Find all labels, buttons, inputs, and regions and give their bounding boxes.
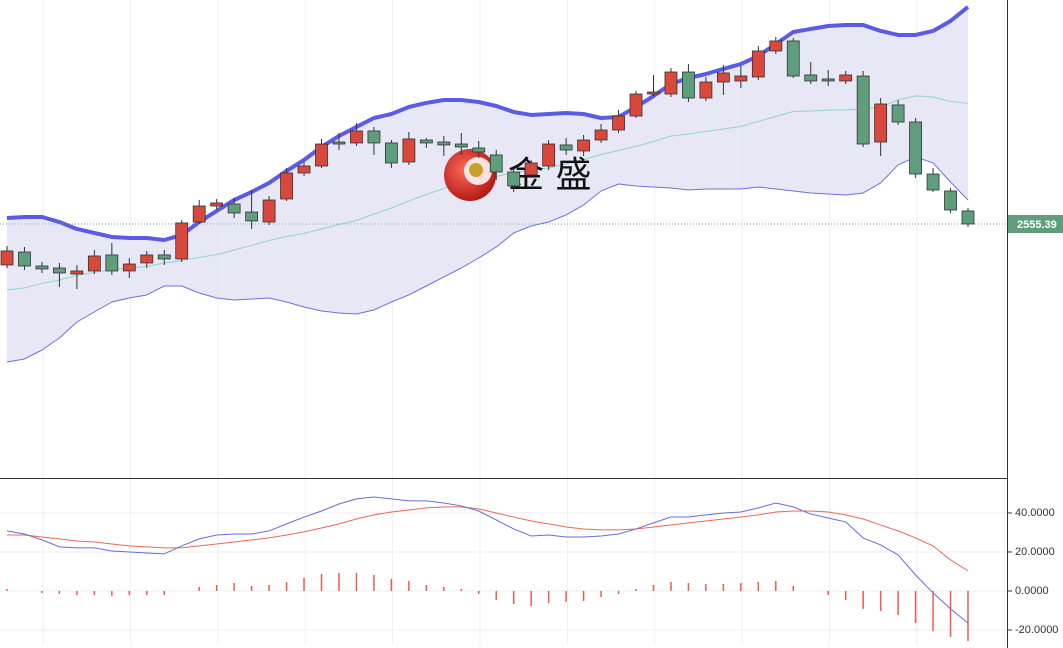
candle-body <box>472 147 486 153</box>
candle-body <box>524 162 538 176</box>
candle-body <box>192 205 206 223</box>
watermark: 金 盛 <box>444 149 591 201</box>
macd-dea <box>7 506 969 572</box>
candle-body <box>734 75 748 82</box>
candle-body <box>507 171 521 187</box>
candle-body <box>122 263 136 272</box>
bollinger-bands <box>0 5 1007 363</box>
candle-body <box>367 130 381 144</box>
last-price-box <box>1008 215 1063 234</box>
candle-body <box>682 71 695 99</box>
candle-body <box>280 172 293 200</box>
candle-body <box>664 71 678 95</box>
candle-body <box>384 142 398 164</box>
candle-body <box>402 138 416 163</box>
candle-body <box>157 254 171 260</box>
candle-body <box>559 144 573 151</box>
candle-body <box>821 78 835 82</box>
axis: 2555.39 40.0000 20.0000 0.0000 -20.0000 <box>1007 215 1063 636</box>
candle-body <box>716 72 730 83</box>
candle-body <box>926 173 940 191</box>
candle-body <box>629 93 643 117</box>
candle-body <box>419 139 433 144</box>
candle-body <box>594 129 608 141</box>
candle-body <box>315 143 328 167</box>
candle-body <box>454 143 468 148</box>
macd-dif <box>6 496 969 624</box>
candle-body <box>245 211 259 222</box>
candle-body <box>839 74 853 82</box>
candle-body <box>350 130 363 144</box>
candle-body <box>70 270 84 275</box>
y-tick-label: -20.0000 <box>1015 624 1058 636</box>
candle-body <box>961 210 975 225</box>
candle-body <box>804 74 818 82</box>
candle-body <box>87 255 101 272</box>
candle-body <box>542 143 556 167</box>
candle-body <box>856 75 870 145</box>
candle-body <box>332 141 346 145</box>
candle-body <box>699 81 713 99</box>
candle-body <box>786 40 800 77</box>
candle-body <box>751 50 765 78</box>
y-tick-label: 0.0000 <box>1015 585 1049 597</box>
candle-body <box>53 267 66 274</box>
candle-body <box>874 103 888 143</box>
candle-body <box>210 202 224 207</box>
candle-body <box>262 199 276 223</box>
candles <box>0 36 975 289</box>
candle-body <box>647 91 660 95</box>
logo-dot <box>469 163 483 177</box>
candle-body <box>612 115 625 131</box>
candle-body <box>227 203 241 214</box>
candle-body <box>35 265 49 270</box>
candle-body <box>175 222 189 260</box>
candle-body <box>909 121 922 175</box>
candle-body <box>18 251 31 267</box>
candle-body <box>577 139 590 152</box>
macd-panel <box>0 496 1007 641</box>
candle-body <box>297 165 311 174</box>
candle-body <box>0 250 14 266</box>
candle-body <box>769 40 783 52</box>
candle-body <box>944 190 957 211</box>
last-price-label: 2555.39 <box>1017 219 1057 231</box>
band-lower <box>6 156 969 363</box>
candle-body <box>891 104 905 123</box>
y-tick-label: 20.0000 <box>1015 546 1055 558</box>
y-tick-label: 40.0000 <box>1015 507 1055 519</box>
band-upper <box>6 5 970 242</box>
candle-body <box>105 254 119 272</box>
candle-body <box>140 254 154 264</box>
candle-body <box>437 141 451 146</box>
candle-body <box>489 154 503 173</box>
